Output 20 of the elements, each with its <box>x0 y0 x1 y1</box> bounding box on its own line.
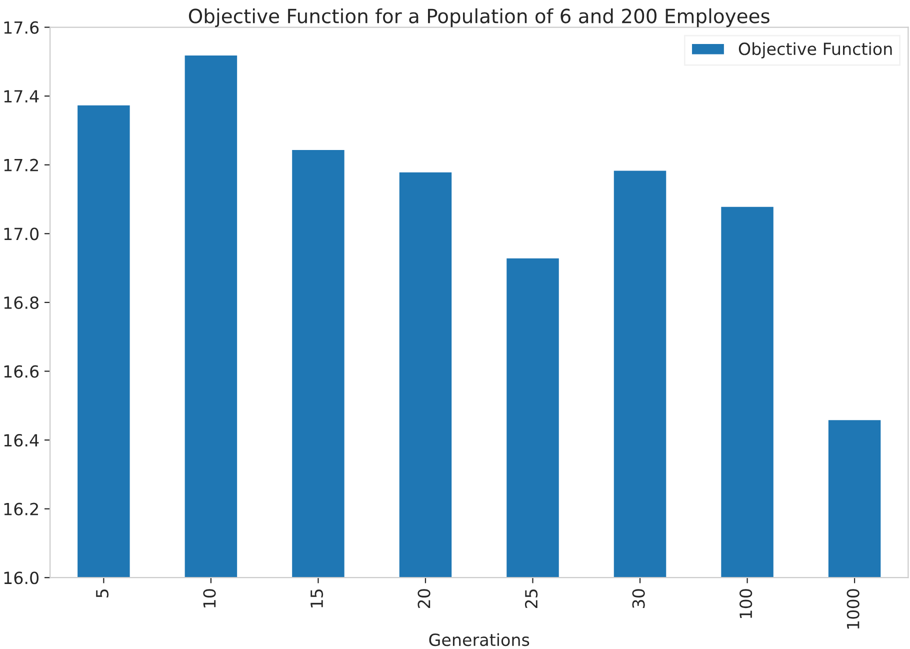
x-tick-label: 25 <box>524 589 538 608</box>
y-tick-label: 16.8 <box>4 296 38 310</box>
y-tick-label: 17.4 <box>4 90 39 102</box>
x-axis-title: Generations <box>429 633 530 646</box>
x-tick-label: 5 <box>96 589 109 598</box>
y-tick-label: 17.6 <box>4 21 39 34</box>
y-tick-label: 16.2 <box>4 502 38 516</box>
x-tick-label: 10 <box>203 589 216 608</box>
x-tick-label: 100 <box>740 589 752 618</box>
x-tick-label: 1000 <box>846 589 860 629</box>
legend-label: Objective Function <box>738 42 892 58</box>
y-tick-label: 16.6 <box>4 365 39 378</box>
x-tick-label: 20 <box>418 589 430 608</box>
x-tick-label: 15 <box>310 589 324 608</box>
y-tick-label: 16.4 <box>4 434 39 447</box>
y-tick-label: 16.0 <box>4 572 39 584</box>
chart-title: Objective Function for a Population of 6 and 200 Employees <box>188 8 770 28</box>
y-tick-label: 17.0 <box>4 228 39 240</box>
y-tick-label: 17.2 <box>4 158 38 172</box>
x-tick-label: 30 <box>632 589 645 608</box>
